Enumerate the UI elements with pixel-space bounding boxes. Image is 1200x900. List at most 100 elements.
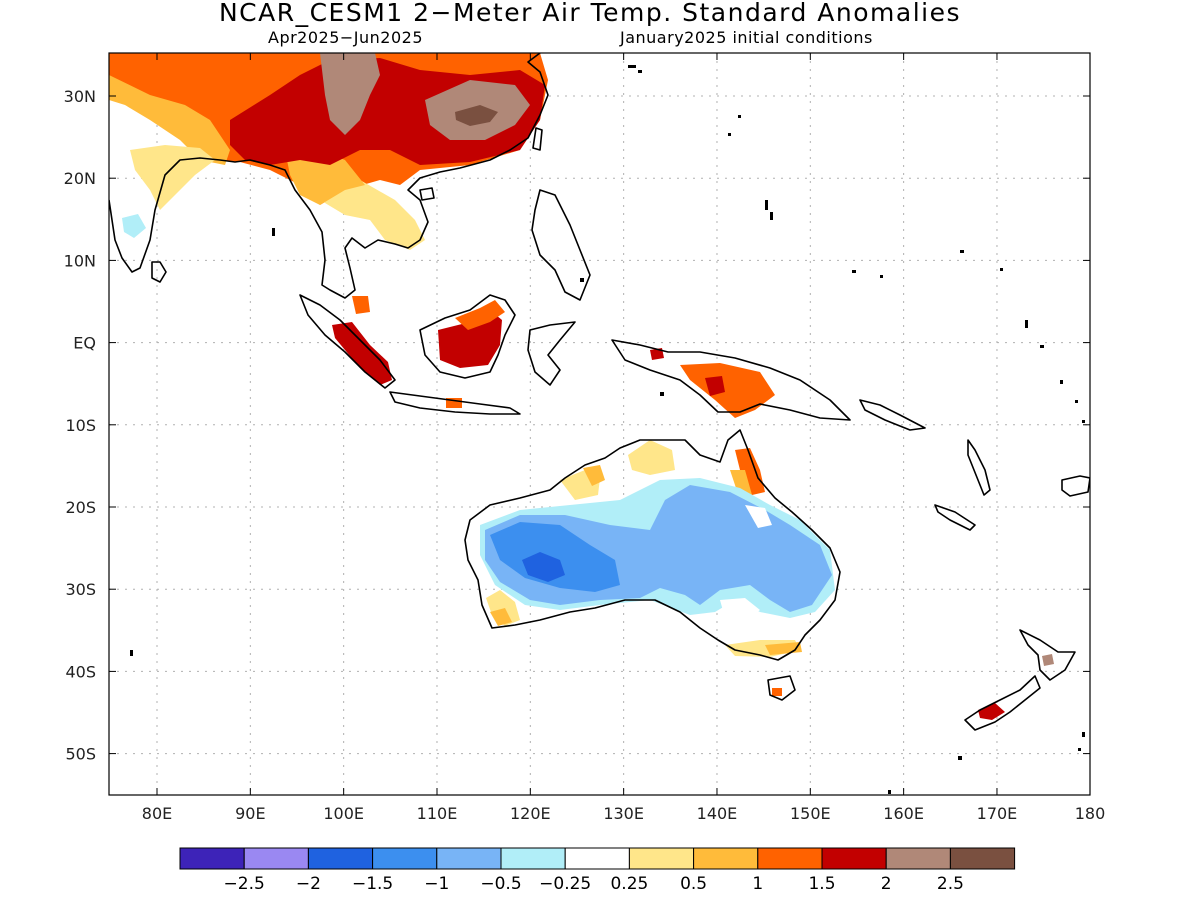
initial-conditions: January2025 initial conditions — [620, 28, 873, 47]
lon-tick-label: 130E — [603, 804, 644, 823]
shade-sumatra-red — [332, 322, 392, 385]
coast-borneo — [419, 294, 516, 379]
coast-taiwan — [532, 127, 543, 151]
lon-tick-label: 160E — [883, 804, 924, 823]
shade-aus-midblue — [490, 522, 620, 592]
coast-sulawesi — [527, 321, 576, 386]
coast-new-guinea — [611, 339, 851, 421]
colorbar-label: −1.5 — [352, 874, 393, 894]
shade-india-lightblue — [122, 214, 146, 238]
colorbar-swatch — [885, 847, 951, 870]
shade-borneo-orange — [455, 300, 505, 330]
colorbar-swatch — [628, 847, 695, 870]
colorbar-swatch — [500, 847, 566, 870]
forecast-period: Apr2025−Jun2025 — [268, 28, 424, 47]
colorbar-swatch — [436, 847, 502, 870]
colorbar-swatch — [372, 847, 438, 870]
anomaly-shading — [109, 53, 1054, 720]
lat-tick-label: 10N — [64, 251, 96, 270]
coast-sumatra — [299, 294, 396, 389]
lat-tick-label: 20N — [64, 169, 96, 188]
coast-australia — [464, 429, 841, 661]
coast-hainan — [419, 187, 435, 201]
latitude-labels: 30N 20N 10N EQ 10S 20S 30S 40S 50S — [64, 87, 96, 764]
colorbar-swatch — [821, 847, 887, 870]
map-title: NCAR_CESM1 2−Meter Air Temp. Standard An… — [218, 0, 962, 27]
shade-aus-kimberley-or — [583, 465, 605, 486]
lat-tick-label: 10S — [65, 416, 96, 435]
pacific-islands — [130, 65, 1085, 794]
shade-aus-white-hole1 — [720, 598, 760, 622]
coast-philippines — [531, 189, 591, 301]
shade-nz-brown — [1042, 654, 1054, 666]
lon-tick-label: 140E — [697, 804, 738, 823]
lat-tick-label: 20S — [65, 498, 96, 517]
coast-tasmania — [767, 675, 796, 701]
lat-tick-label: EQ — [73, 334, 96, 353]
shade-newguinea-orange — [680, 363, 775, 418]
lon-tick-label: 120E — [510, 804, 551, 823]
coastlines — [109, 53, 1090, 731]
lat-tick-label: 30N — [64, 87, 96, 106]
shade-newguinea-red — [705, 376, 725, 396]
colorbar-swatch — [564, 847, 630, 870]
colorbar-label: 1 — [752, 874, 763, 894]
coast-asia-mainland — [109, 53, 549, 299]
colorbar-swatch — [179, 847, 245, 870]
colorbar-label: −2.5 — [224, 874, 265, 894]
gridlines — [109, 53, 1090, 795]
lon-tick-label: 150E — [790, 804, 831, 823]
lon-tick-label: 80E — [142, 804, 172, 823]
shade-asia-yellow — [130, 145, 215, 210]
colorbar-swatch — [243, 847, 309, 870]
coast-nz-north — [1019, 629, 1076, 681]
colorbar-label: −1 — [424, 874, 449, 894]
colorbar-label: 1.5 — [808, 874, 835, 894]
lon-tick-label: 90E — [235, 804, 265, 823]
shade-aus-darkblue — [522, 552, 565, 582]
shade-asia-lightorange — [109, 75, 230, 165]
colorbar-label: −0.25 — [539, 874, 591, 894]
coast-new-caledonia — [934, 504, 976, 531]
shade-asia-brown1 — [320, 53, 380, 135]
colorbar-swatch — [949, 847, 1016, 870]
lat-tick-label: 30S — [65, 580, 96, 599]
shade-seram-red — [650, 348, 664, 360]
coast-fiji — [1061, 475, 1090, 497]
shade-borneo-red — [438, 310, 502, 368]
tick-marks — [109, 53, 1091, 795]
colorbar-label: −2 — [296, 874, 321, 894]
colorbar-label: 0.25 — [610, 874, 648, 894]
colorbar-label: 0.5 — [680, 874, 707, 894]
lon-tick-label: 100E — [323, 804, 364, 823]
colorbar-swatch — [757, 847, 823, 870]
shade-malaya-orange — [352, 296, 370, 314]
coast-vanuatu — [967, 439, 991, 496]
colorbar: −2.5 −2 −1.5 −1 −0.5 −0.25 0.25 0.5 1 1.5 2 2.5 — [179, 847, 1016, 894]
shade-aus-north-yellow — [628, 440, 675, 475]
shade-aus-qld-orange — [735, 448, 765, 495]
shade-tasmania-orange — [772, 688, 782, 696]
longitude-labels: 80E 90E 100E 110E 120E 130E 140E 150E 160E 170E 18… — [142, 804, 1106, 823]
shade-se-asia-lightorange — [285, 150, 365, 205]
coast-nz-south — [964, 675, 1041, 731]
shade-asia-darkbrown — [455, 105, 498, 126]
shade-aus-sw-lightorange — [490, 608, 512, 626]
colorbar-label: −0.5 — [480, 874, 521, 894]
shade-aus-white-hole2 — [745, 505, 772, 528]
coast-solomons — [859, 399, 926, 431]
colorbar-label: 2 — [881, 874, 892, 894]
lat-tick-label: 50S — [65, 745, 96, 764]
lon-tick-label: 180 — [1075, 804, 1106, 823]
colorbar-swatch — [307, 847, 374, 870]
lat-tick-label: 40S — [65, 662, 96, 681]
map-frame — [108, 52, 1091, 796]
colorbar-swatch — [693, 847, 759, 870]
lon-tick-label: 110E — [417, 804, 458, 823]
lon-tick-label: 170E — [977, 804, 1018, 823]
coast-sri-lanka — [151, 261, 167, 283]
coast-java — [389, 391, 521, 415]
colorbar-label: 2.5 — [937, 874, 964, 894]
map-area — [109, 53, 1090, 795]
